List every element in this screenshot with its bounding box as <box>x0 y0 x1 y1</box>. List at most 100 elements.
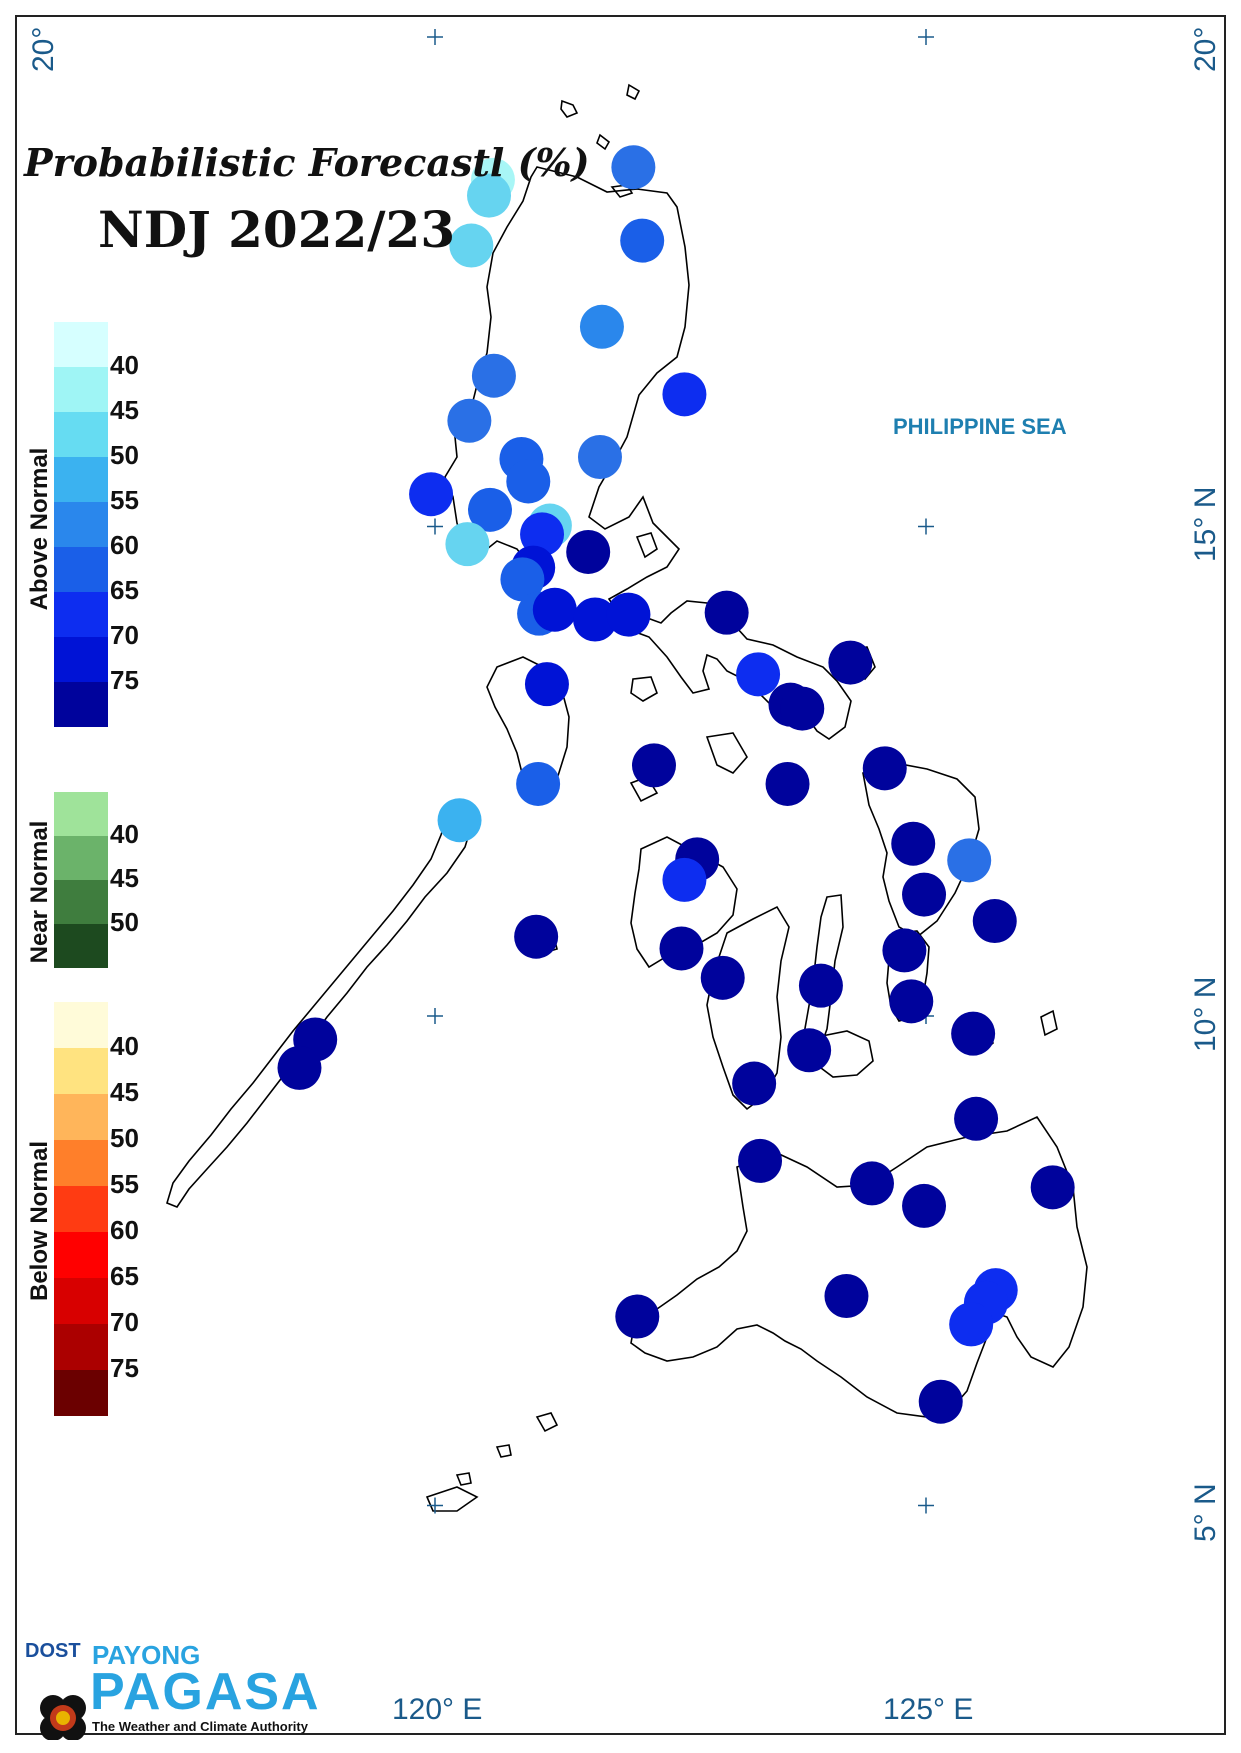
legend-swatch <box>54 547 108 592</box>
legend-swatch <box>54 457 108 502</box>
station-marker <box>500 557 545 602</box>
station-marker <box>447 398 492 443</box>
station-marker <box>1030 1165 1075 1210</box>
forecast-period: NDJ 2022/23 <box>98 200 456 259</box>
legend-label: 45 <box>110 395 139 425</box>
legend-swatch <box>54 792 108 836</box>
legend-label: 70 <box>110 1307 139 1337</box>
legend-swatch <box>54 1324 108 1370</box>
station-marker <box>467 487 512 532</box>
legend-swatch <box>54 682 108 727</box>
station-marker <box>972 899 1017 944</box>
legend-label: 75 <box>110 1353 139 1383</box>
logo-payong-text: PAYONG <box>92 1640 201 1670</box>
legend-label: 50 <box>110 1123 139 1153</box>
station-marker <box>631 743 676 788</box>
lat-label-5: 5° N <box>1189 1483 1222 1542</box>
station-marker <box>437 798 482 843</box>
station-marker <box>947 838 992 883</box>
legend-label: 70 <box>110 620 139 650</box>
legend-label: 40 <box>110 819 139 849</box>
station-markers <box>277 145 1075 1424</box>
legend-swatch <box>54 1140 108 1186</box>
sea-label: PHILIPPINE SEA <box>893 414 1067 439</box>
station-marker <box>882 928 927 973</box>
station-marker <box>902 872 947 917</box>
station-marker <box>579 304 624 349</box>
station-marker <box>573 597 618 642</box>
legend-swatch <box>54 592 108 637</box>
station-marker <box>824 1273 869 1318</box>
station-marker <box>577 434 622 479</box>
legend-label: 60 <box>110 1215 139 1245</box>
station-marker <box>732 1061 777 1106</box>
station-marker <box>862 746 907 791</box>
station-marker <box>506 459 551 504</box>
legend-swatch <box>54 502 108 547</box>
station-marker <box>951 1011 996 1056</box>
map-canvas <box>166 29 1088 1514</box>
station-marker <box>736 652 781 697</box>
lat-label-20-right: 20° N <box>1189 15 1222 72</box>
station-marker <box>516 761 561 806</box>
station-marker <box>704 590 749 635</box>
station-marker <box>918 1379 963 1424</box>
legend-label: 65 <box>110 575 139 605</box>
legend-label: 55 <box>110 485 139 515</box>
station-marker <box>449 223 494 268</box>
legend-label: 40 <box>110 350 139 380</box>
legend-label: 45 <box>110 1077 139 1107</box>
station-marker <box>662 372 707 417</box>
legend-label: 60 <box>110 530 139 560</box>
station-marker <box>520 512 565 557</box>
legend-below-normal-swatches <box>54 1002 108 1416</box>
logo-pagasa-text: PAGASA <box>90 1663 321 1721</box>
lat-label-20-left: 20° N <box>27 15 60 72</box>
station-marker <box>954 1096 999 1141</box>
station-marker <box>445 522 490 567</box>
legend-above-normal-swatches <box>54 322 108 727</box>
legend-label: 65 <box>110 1261 139 1291</box>
legend-label: 50 <box>110 440 139 470</box>
station-marker <box>765 761 810 806</box>
legend-near-normal-title: Near Normal <box>26 820 53 964</box>
station-marker <box>798 963 843 1008</box>
lat-label-10: 10° N <box>1189 976 1222 1052</box>
legend-swatch <box>54 924 108 968</box>
legend-label: 45 <box>110 863 139 893</box>
legend-swatch <box>54 1278 108 1324</box>
legend-swatch <box>54 1002 108 1048</box>
legend-label: 75 <box>110 665 139 695</box>
lon-label-125: 125° E <box>883 1693 974 1726</box>
legend-label: 50 <box>110 907 139 937</box>
legend-swatch <box>54 412 108 457</box>
station-marker <box>659 926 704 971</box>
pagasa-logo-icon <box>40 1695 86 1740</box>
station-marker <box>949 1302 994 1347</box>
legend-swatch <box>54 836 108 880</box>
legend-swatch <box>54 1094 108 1140</box>
logo-tagline: The Weather and Climate Authority <box>92 1719 308 1734</box>
legend-swatch <box>54 1186 108 1232</box>
station-marker <box>471 353 516 398</box>
station-marker <box>277 1045 322 1090</box>
legend-swatch <box>54 367 108 412</box>
station-marker <box>514 914 559 959</box>
station-marker <box>606 592 651 637</box>
logo-dost-text: DOST <box>25 1640 81 1662</box>
station-marker <box>902 1183 947 1228</box>
station-marker <box>532 587 577 632</box>
station-marker <box>738 1138 783 1183</box>
legend-swatch <box>54 1232 108 1278</box>
legend-label: 55 <box>110 1169 139 1199</box>
station-marker <box>615 1294 660 1339</box>
legend-above-normal-title: Above Normal <box>26 447 53 611</box>
station-marker <box>409 472 454 517</box>
legend-below-normal-title: Below Normal <box>26 1140 53 1302</box>
coastline <box>166 83 1088 1512</box>
station-marker <box>620 218 665 263</box>
map-title: Probabilistic Forecastl (%) <box>24 140 590 185</box>
lon-label-120: 120° E <box>392 1693 483 1726</box>
station-marker <box>566 529 611 574</box>
legend-near-normal-swatches <box>54 792 108 968</box>
